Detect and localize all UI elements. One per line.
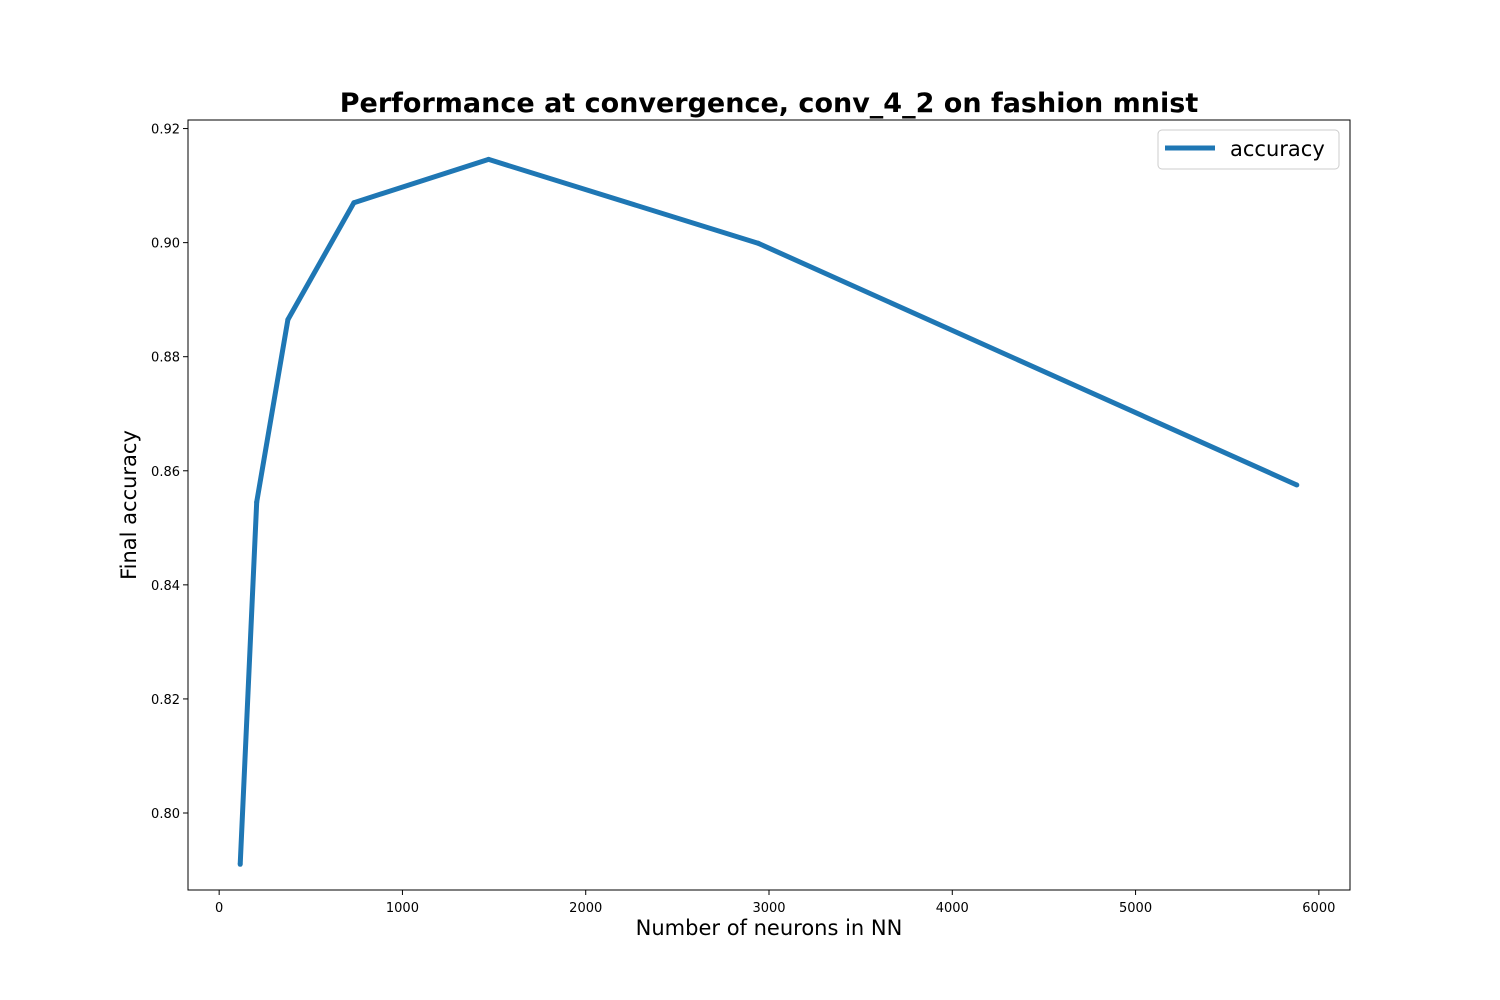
series-line-accuracy — [237, 156, 1298, 865]
y-tick-label: 0.86 — [151, 465, 180, 480]
y-tick-label: 0.80 — [151, 807, 180, 822]
data-point — [1294, 482, 1300, 488]
y-tick-label: 0.84 — [151, 579, 180, 594]
x-tick-label: 1000 — [386, 901, 419, 916]
y-axis-label: Final accuracy — [117, 430, 141, 580]
y-tick-label: 0.90 — [151, 237, 180, 252]
data-point — [285, 317, 291, 323]
data-point — [237, 861, 243, 867]
data-point — [486, 156, 492, 162]
x-axis-label: Number of neurons in NN — [636, 916, 903, 940]
y-tick-label: 0.88 — [151, 351, 180, 366]
data-point — [254, 499, 260, 505]
plot-area: 0 1000 2000 3000 4000 5000 6000 0.800.820.840.… — [151, 119, 1351, 916]
plot-frame — [187, 119, 1351, 891]
x-tick-label: 0 — [215, 901, 223, 916]
x-axis: 0 1000 2000 3000 4000 5000 6000 — [215, 890, 1335, 916]
x-tick-label: 3000 — [752, 901, 785, 916]
data-point — [755, 240, 761, 246]
legend: accuracy — [1157, 129, 1340, 170]
x-tick-label: 5000 — [1119, 901, 1152, 916]
legend-box — [1157, 129, 1340, 170]
chart-title: Performance at convergence, conv_4_2 on … — [340, 88, 1199, 119]
series-layer — [237, 156, 1300, 867]
y-axis: 0.80 0.82 0.84 0.86 0.88 0.90 0.92 — [151, 123, 188, 822]
x-tick-label: 6000 — [1302, 901, 1335, 916]
data-point — [351, 200, 357, 206]
y-tick-label: 0.92 — [151, 123, 180, 138]
x-tick-label: 4000 — [936, 901, 969, 916]
legend-label-accuracy: accuracy — [1230, 137, 1325, 161]
x-tick-label: 2000 — [569, 901, 602, 916]
y-tick-label: 0.82 — [151, 693, 180, 708]
